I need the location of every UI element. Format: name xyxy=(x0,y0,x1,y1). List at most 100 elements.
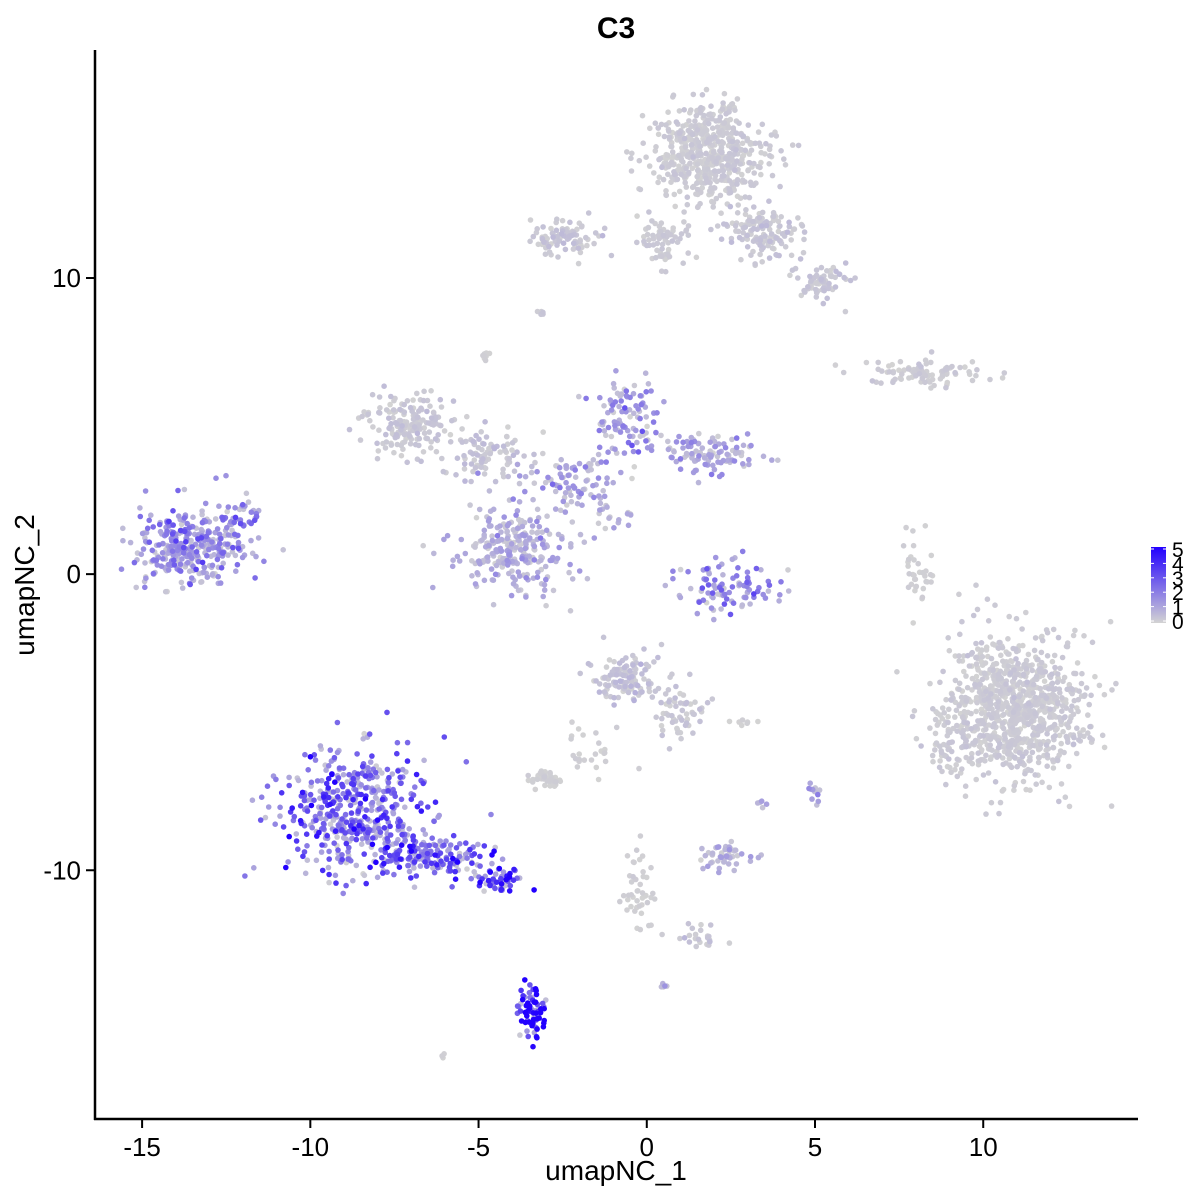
cell-point xyxy=(601,689,608,695)
cell-point xyxy=(293,831,300,837)
cell-point xyxy=(767,238,773,245)
cell-point xyxy=(173,538,179,544)
cell-point xyxy=(391,449,397,456)
cell-point xyxy=(936,764,943,771)
cell-point xyxy=(616,660,623,666)
cell-point xyxy=(592,751,599,757)
cell-point xyxy=(978,640,985,646)
cell-point xyxy=(447,842,454,848)
cell-point xyxy=(690,730,696,736)
cell-point xyxy=(614,666,620,673)
cell-point xyxy=(620,423,626,429)
cell-point xyxy=(613,672,620,678)
cell-point xyxy=(757,242,763,248)
cell-point xyxy=(634,888,641,894)
cell-point xyxy=(957,631,963,638)
cell-point xyxy=(428,415,435,421)
cell-point xyxy=(540,429,546,435)
cell-point xyxy=(886,369,893,375)
cell-point xyxy=(758,223,765,229)
cell-point xyxy=(975,750,981,756)
cell-point xyxy=(497,523,503,529)
cell-point xyxy=(1058,781,1065,787)
cell-point xyxy=(164,528,170,534)
cell-point xyxy=(1066,763,1072,770)
cell-point xyxy=(1032,710,1038,717)
cell-point xyxy=(610,479,616,486)
cell-point xyxy=(646,163,653,169)
cell-point xyxy=(534,574,541,580)
cell-point xyxy=(756,140,763,146)
cell-point xyxy=(616,517,622,523)
cell-point xyxy=(411,424,418,430)
cell-point xyxy=(169,548,176,554)
cell-point xyxy=(426,842,433,849)
cell-point xyxy=(708,454,714,460)
cell-point xyxy=(689,184,696,191)
cell-point xyxy=(688,149,695,156)
cell-point xyxy=(626,675,632,681)
cell-point xyxy=(715,858,721,864)
cell-point xyxy=(506,455,512,462)
cell-point xyxy=(435,432,442,438)
cell-point xyxy=(630,448,637,455)
cell-point xyxy=(769,457,775,463)
cell-point xyxy=(1079,670,1085,677)
cell-point xyxy=(666,253,673,260)
cell-point xyxy=(988,715,995,721)
cell-point xyxy=(734,139,741,145)
cell-point xyxy=(638,661,644,667)
cell-point xyxy=(230,544,236,551)
cell-point xyxy=(595,475,602,481)
cell-point xyxy=(1000,761,1006,768)
cell-point xyxy=(476,506,483,513)
cell-point xyxy=(712,172,719,179)
cell-point xyxy=(258,794,265,800)
cell-point xyxy=(742,179,748,185)
cell-point xyxy=(1060,728,1066,735)
cell-point xyxy=(526,1005,533,1012)
cell-point xyxy=(454,553,461,560)
cell-point xyxy=(563,463,569,469)
cell-point xyxy=(533,1010,539,1016)
cell-point xyxy=(595,520,602,527)
cell-point xyxy=(832,362,839,368)
cell-point xyxy=(1055,700,1061,707)
cell-point xyxy=(952,714,958,720)
cell-point xyxy=(708,471,715,478)
cell-point xyxy=(739,171,745,178)
cell-point xyxy=(554,233,561,240)
cell-point xyxy=(541,239,547,245)
cell-point xyxy=(345,856,351,862)
cell-point xyxy=(407,854,413,860)
cell-point xyxy=(376,806,382,812)
cell-point xyxy=(676,130,683,137)
cell-point xyxy=(447,860,454,867)
cell-point xyxy=(763,140,769,147)
cell-point xyxy=(697,143,703,150)
cell-point xyxy=(327,821,334,827)
cell-point xyxy=(349,835,355,842)
cell-point xyxy=(150,557,157,563)
cell-point xyxy=(841,274,847,281)
cell-point xyxy=(570,246,577,252)
cell-point xyxy=(482,419,488,425)
cell-point xyxy=(398,452,405,459)
cell-point xyxy=(485,877,492,884)
cell-point xyxy=(759,209,766,216)
cell-point xyxy=(544,513,550,519)
cell-point xyxy=(277,813,283,819)
cell-point xyxy=(444,532,451,539)
cell-point xyxy=(987,376,993,383)
cell-point xyxy=(824,268,830,274)
cell-point xyxy=(720,572,726,578)
cell-point xyxy=(778,579,784,585)
cell-point xyxy=(974,367,980,373)
cell-point xyxy=(490,506,497,513)
cell-point xyxy=(751,204,757,210)
cell-point xyxy=(171,562,178,568)
cell-point xyxy=(621,450,628,456)
cell-point xyxy=(612,422,618,429)
cell-point xyxy=(611,658,617,665)
cell-point xyxy=(131,559,138,566)
